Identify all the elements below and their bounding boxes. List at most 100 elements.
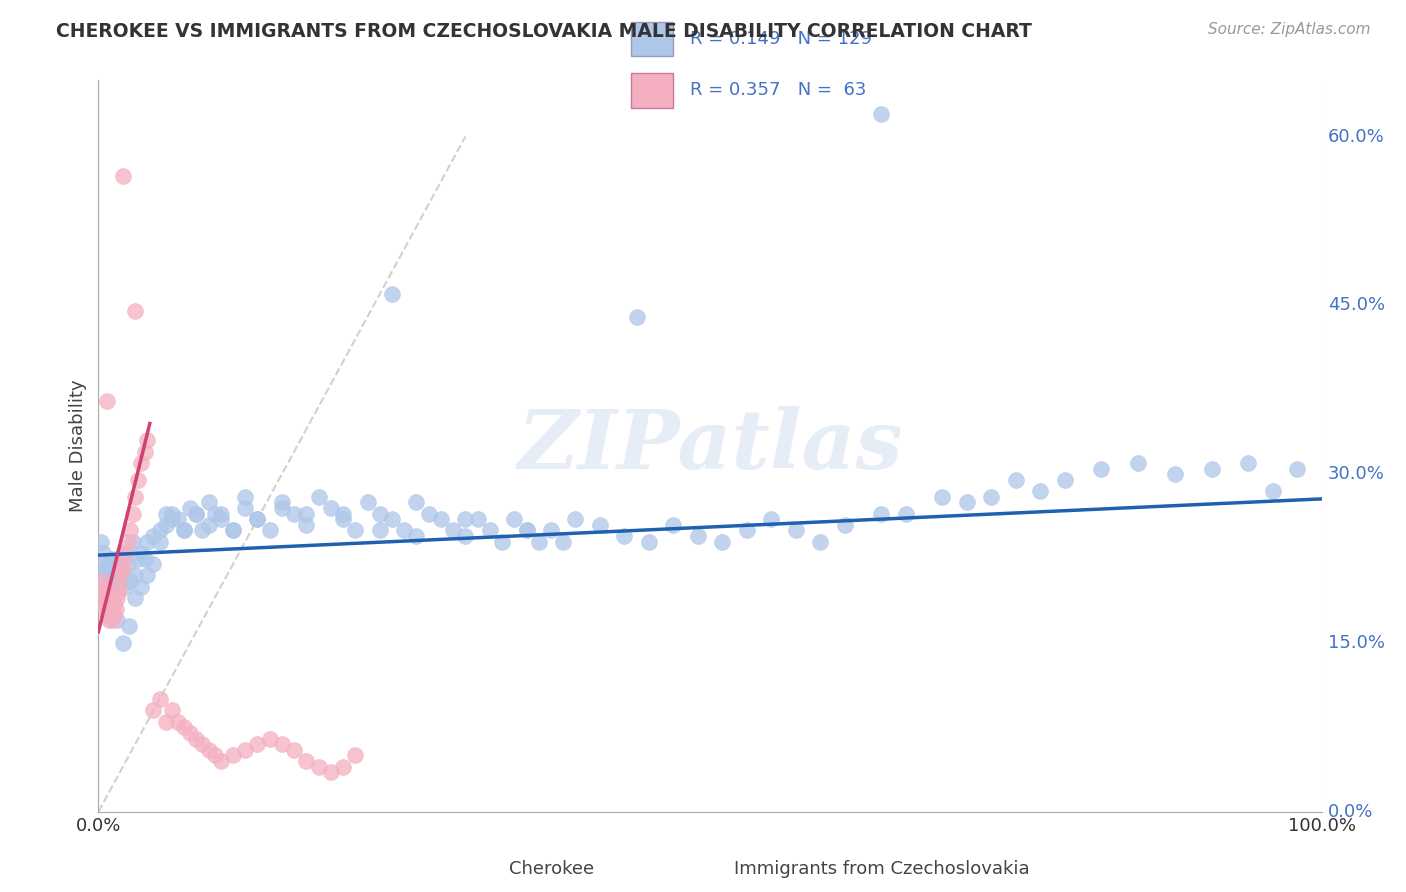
Text: 0.0%: 0.0% xyxy=(1327,803,1374,821)
Point xyxy=(626,310,648,324)
Point xyxy=(418,507,440,521)
Point xyxy=(515,524,537,538)
Text: R = 0.357   N =  63: R = 0.357 N = 63 xyxy=(690,81,866,99)
Point xyxy=(191,524,214,538)
Point xyxy=(149,524,172,538)
Point xyxy=(589,517,612,532)
Point xyxy=(96,394,118,409)
Point xyxy=(155,517,177,532)
Point xyxy=(118,619,141,633)
Point xyxy=(142,557,165,571)
Point xyxy=(1029,483,1052,498)
Point xyxy=(686,529,709,543)
Point xyxy=(101,557,124,571)
Point xyxy=(1128,456,1150,470)
Point xyxy=(808,534,831,549)
Point xyxy=(186,507,208,521)
Point xyxy=(111,557,134,571)
Point xyxy=(90,534,112,549)
Point xyxy=(101,563,124,577)
Point xyxy=(1053,473,1076,487)
Point xyxy=(283,507,305,521)
Point xyxy=(111,563,134,577)
Point xyxy=(491,534,513,549)
Point xyxy=(104,574,127,588)
Point xyxy=(368,507,391,521)
Point xyxy=(222,748,245,763)
Point xyxy=(111,563,134,577)
Point xyxy=(662,517,685,532)
Point xyxy=(110,568,132,582)
Point xyxy=(97,597,120,611)
Point xyxy=(197,495,219,509)
Point xyxy=(117,557,139,571)
Point xyxy=(761,512,783,526)
Point xyxy=(93,585,115,599)
Point xyxy=(129,546,152,560)
Point xyxy=(246,737,269,751)
Point xyxy=(283,743,305,757)
Point xyxy=(246,512,269,526)
Point xyxy=(96,607,118,622)
Text: R = 0.149   N = 129: R = 0.149 N = 129 xyxy=(690,30,872,48)
Text: Source: ZipAtlas.com: Source: ZipAtlas.com xyxy=(1208,22,1371,37)
Point xyxy=(127,551,149,566)
Point xyxy=(191,737,214,751)
Point xyxy=(160,507,183,521)
Point xyxy=(515,524,537,538)
Point xyxy=(332,512,354,526)
Point xyxy=(246,512,269,526)
Point xyxy=(454,512,477,526)
Point xyxy=(155,714,177,729)
Point xyxy=(103,597,125,611)
Point xyxy=(149,692,172,706)
Point xyxy=(129,456,152,470)
Point xyxy=(97,607,120,622)
Point xyxy=(197,517,219,532)
Point xyxy=(117,534,139,549)
Point xyxy=(108,568,131,582)
Point xyxy=(1164,467,1187,482)
Point xyxy=(1004,473,1026,487)
Point xyxy=(100,597,122,611)
Point xyxy=(96,580,118,594)
Point xyxy=(564,512,586,526)
Point xyxy=(142,703,165,717)
Point xyxy=(101,602,124,616)
Point xyxy=(735,524,758,538)
Point xyxy=(136,568,159,582)
Point xyxy=(478,524,501,538)
Point xyxy=(129,580,152,594)
Point xyxy=(186,731,208,746)
Point xyxy=(142,529,165,543)
Point xyxy=(259,524,281,538)
Point xyxy=(553,534,575,549)
Point xyxy=(270,500,294,515)
Point xyxy=(173,524,195,538)
FancyBboxPatch shape xyxy=(631,21,673,56)
Text: Cherokee: Cherokee xyxy=(509,860,595,878)
Point xyxy=(356,495,378,509)
Point xyxy=(91,597,114,611)
Point xyxy=(93,568,115,582)
Point xyxy=(332,760,354,774)
Point xyxy=(467,512,489,526)
Point xyxy=(149,534,172,549)
Point xyxy=(98,597,121,611)
Point xyxy=(441,524,464,538)
Point xyxy=(308,760,330,774)
Point xyxy=(870,107,893,121)
Point xyxy=(91,557,114,571)
Point xyxy=(222,524,245,538)
Point xyxy=(527,534,550,549)
Point xyxy=(186,507,208,521)
Point xyxy=(295,507,318,521)
Point xyxy=(711,534,734,549)
Point xyxy=(111,546,134,560)
Point xyxy=(980,490,1002,504)
Point xyxy=(209,507,232,521)
Point xyxy=(381,287,404,301)
Point xyxy=(405,495,427,509)
Point xyxy=(120,574,142,588)
Point xyxy=(931,490,953,504)
